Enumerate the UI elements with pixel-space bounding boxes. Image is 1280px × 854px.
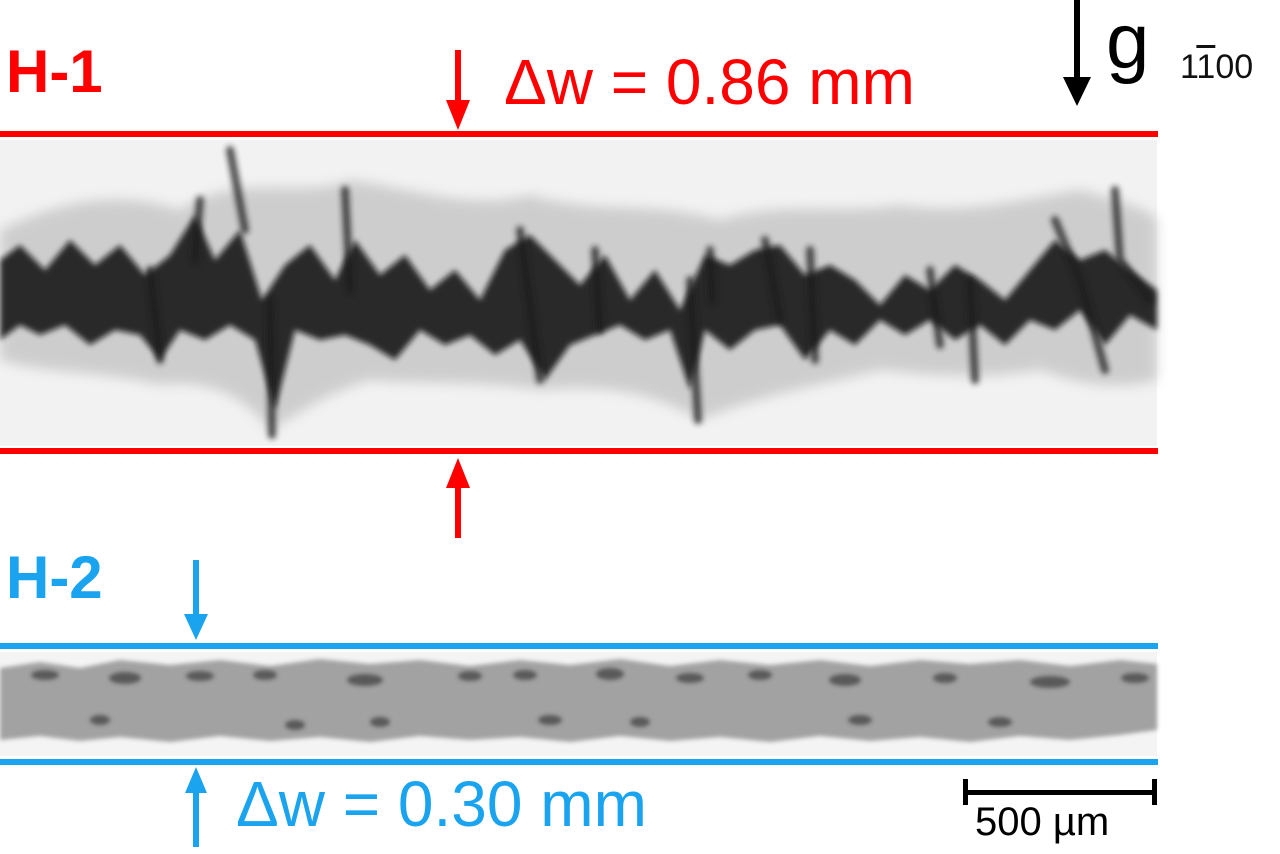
crystal-direction-label: 1100	[1180, 50, 1253, 84]
h2-top-boundary-line	[0, 643, 1158, 649]
gravity-label: g	[1106, 0, 1150, 85]
h1-bottom-arrow-up-icon	[446, 458, 470, 538]
h2-bottom-arrow-up-icon	[185, 767, 207, 847]
h1-top-boundary-line	[0, 131, 1158, 137]
h2-width-label: Δw = 0.30 mm	[236, 768, 647, 840]
h2-top-arrow-down-icon	[184, 560, 208, 640]
h1-bottom-boundary-line	[0, 448, 1158, 454]
h1-width-label: Δw = 0.86 mm	[504, 46, 915, 118]
h2-image-panel	[0, 652, 1157, 756]
crystal-digit-3: 0	[1215, 48, 1235, 86]
h1-panel-label: H-1	[6, 38, 103, 105]
scale-bar-label: 500 µm	[975, 800, 1110, 844]
h2-panel-label: H-2	[6, 544, 103, 611]
scale-bar	[963, 779, 1157, 805]
gravity-arrow-down-icon	[1063, 0, 1091, 106]
crystal-digit-2-overbar: 1	[1196, 48, 1216, 86]
crystal-digit-1: 1	[1180, 48, 1197, 86]
h1-image-panel	[0, 140, 1157, 446]
h1-top-arrow-down-icon	[446, 50, 470, 130]
h2-bottom-boundary-line	[0, 759, 1158, 765]
crystal-digit-4: 0	[1234, 48, 1254, 86]
